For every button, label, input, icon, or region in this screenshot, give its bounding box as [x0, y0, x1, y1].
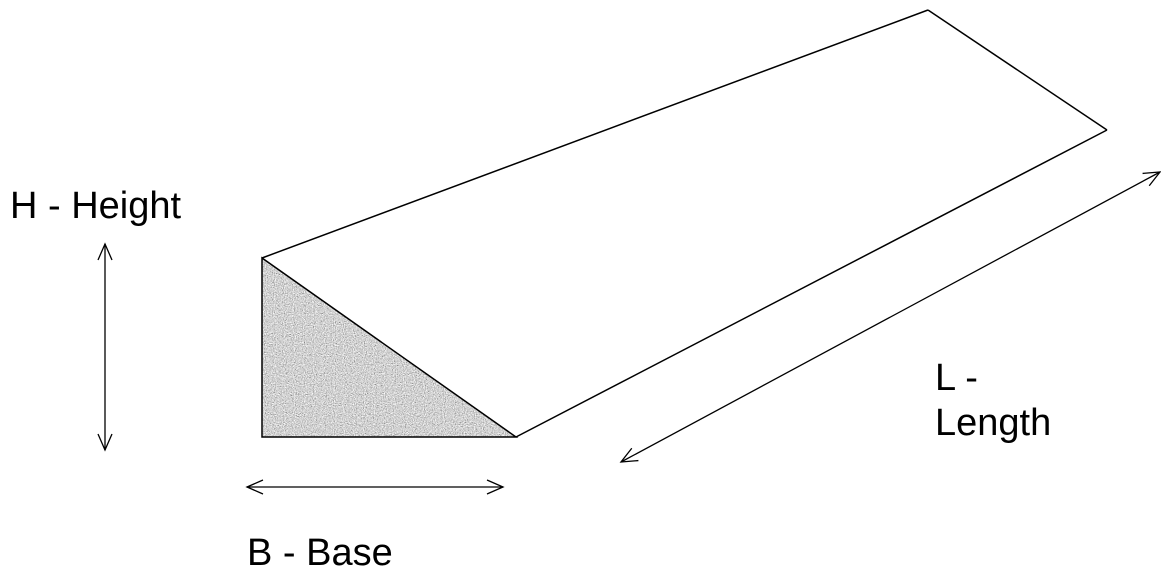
length-arrow — [619, 171, 1161, 463]
height-label: H - Height — [10, 185, 181, 227]
base-label: B - Base — [247, 532, 393, 574]
length-label-line-2: Length — [935, 402, 1051, 444]
top-edge — [261, 9, 929, 259]
back-edge — [927, 9, 1108, 131]
length-label-line-1: L - — [935, 357, 978, 399]
slope-edge — [515, 129, 1108, 438]
front-face-outline — [261, 256, 519, 438]
